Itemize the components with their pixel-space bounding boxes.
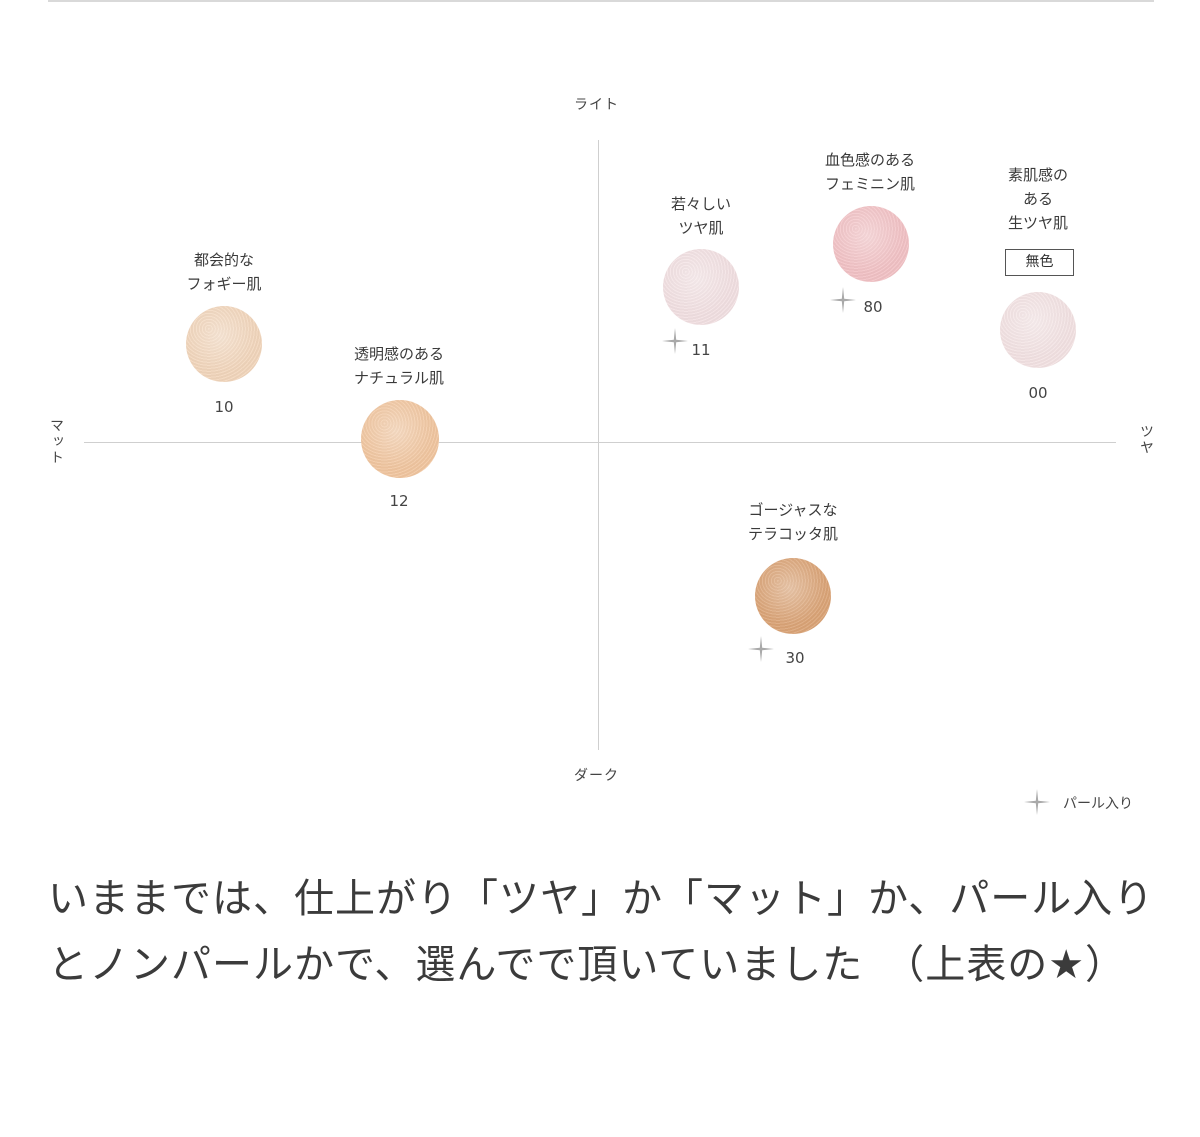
- point-code-11: 11: [691, 341, 711, 359]
- powder-swatch-80: [833, 206, 909, 282]
- axis-label-top: ライト: [574, 97, 619, 113]
- powder-swatch-00: [1000, 292, 1076, 368]
- legend-sparkle-icon: [1024, 789, 1050, 815]
- pearl-sparkle-icon: [830, 287, 856, 313]
- point-label-12: 透明感のある ナチュラル肌: [353, 345, 445, 387]
- vertical-axis: [598, 140, 599, 750]
- point-label-30: ゴージャスな テラコッタ肌: [747, 501, 839, 543]
- point-label-00: 素肌感の ある 生ツヤ肌: [1007, 166, 1069, 232]
- pearl-sparkle-icon: [662, 328, 688, 354]
- caption-text: いままでは、仕上がり「ツヤ」か「マット」か、パール入りとノンパールかで、選んでで…: [48, 876, 1155, 988]
- colorless-badge: 無色: [1005, 249, 1074, 276]
- axis-label-left: マット: [48, 418, 64, 466]
- point-code-30: 30: [785, 649, 805, 667]
- point-label-80: 血色感のある フェミニン肌: [824, 151, 916, 193]
- powder-swatch-11: [663, 249, 739, 325]
- pearl-sparkle-icon: [748, 636, 774, 662]
- horizontal-axis: [84, 442, 1116, 443]
- point-code-12: 12: [389, 492, 409, 510]
- powder-swatch-12: [361, 400, 439, 478]
- axis-label-right: ツヤ: [1138, 424, 1154, 456]
- powder-swatch-30: [755, 558, 831, 634]
- point-label-11: 若々しい ツヤ肌: [670, 195, 732, 237]
- powder-swatch-10: [186, 306, 262, 382]
- point-code-10: 10: [214, 398, 234, 416]
- axis-label-bottom: ダーク: [574, 768, 619, 784]
- point-code-80: 80: [863, 298, 883, 316]
- point-code-00: 00: [1028, 384, 1048, 402]
- top-divider: [48, 0, 1154, 2]
- legend-pearl-label: パール入り: [1063, 796, 1133, 812]
- point-label-10: 都会的な フォギー肌: [186, 251, 262, 293]
